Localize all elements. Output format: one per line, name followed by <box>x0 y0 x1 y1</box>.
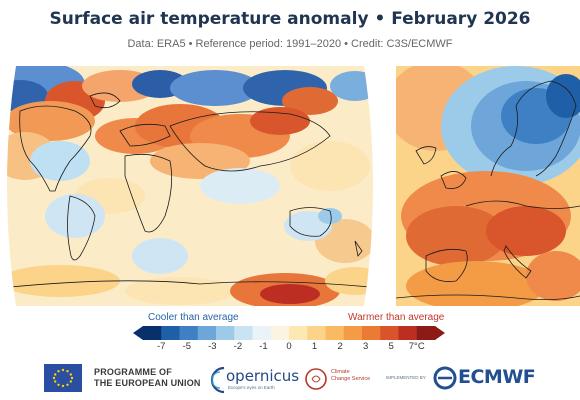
world-anomaly-map <box>7 66 373 306</box>
c3s-line-2: Change Service <box>331 376 371 382</box>
eu-line-2: THE EUROPEAN UNION <box>94 378 201 388</box>
colorbar-segment <box>270 326 290 340</box>
colorbar-segment <box>179 326 199 340</box>
ecmwf-logo-icon <box>433 366 457 390</box>
colorbar-segment <box>197 326 217 340</box>
page-subtitle: Data: ERA5 • Reference period: 1991–2020… <box>127 38 453 50</box>
maps-area <box>0 66 580 306</box>
eu-programme-label: PROGRAMME OF THE EUROPEAN UNION <box>94 367 201 389</box>
colorbar-segment <box>343 326 363 340</box>
copernicus-tagline: Europe's eyes on Earth <box>228 385 275 390</box>
implemented-by-label: IMPLEMENTED BY <box>386 375 426 380</box>
colorbar-segment <box>252 326 272 340</box>
colorbar-segment <box>380 326 399 340</box>
eu-flag-icon <box>44 364 82 392</box>
colorbar-segment <box>143 326 162 340</box>
legend-tick-label: 3 <box>362 341 369 352</box>
legend-warmer-label: Warmer than average <box>348 312 445 323</box>
footer-logos: PROGRAMME OF THE EUROPEAN UNION opernicu… <box>0 360 580 400</box>
page-title: Surface air temperature anomaly • Februa… <box>49 9 531 29</box>
colorbar-segment <box>216 326 235 340</box>
colorbar-segment <box>325 326 345 340</box>
legend-tick-label: -1 <box>259 341 268 352</box>
color-legend: Cooler than average Warmer than average … <box>0 312 580 362</box>
c3s-line-1: Climate <box>331 369 350 375</box>
eu-line-1: PROGRAMME OF <box>94 367 172 377</box>
colorbar-segment <box>416 326 436 340</box>
colorbar-segment <box>234 326 253 340</box>
legend-tick-label: -5 <box>182 341 192 352</box>
europe-anomaly-map <box>396 66 580 306</box>
legend-tick-label: -3 <box>208 341 217 352</box>
colorbar-min-arrow <box>133 326 143 340</box>
legend-cooler-label: Cooler than average <box>148 312 239 323</box>
copernicus-name: opernicus <box>226 367 300 385</box>
copernicus-logo-icon <box>210 366 225 394</box>
c3s-logo-icon <box>305 368 327 390</box>
legend-tick-label: 0 <box>286 341 292 352</box>
colorbar-max-arrow <box>435 326 445 340</box>
legend-tick-label: 7°C <box>408 341 425 352</box>
colorbar-segment <box>289 326 308 340</box>
legend-tick-label: 2 <box>337 341 343 352</box>
colorbar-segment <box>161 326 180 340</box>
colorbar-segment <box>307 326 326 340</box>
legend-tick-label: -2 <box>233 341 243 352</box>
legend-tick-label: -7 <box>157 341 166 352</box>
colorbar-segment <box>398 326 418 340</box>
legend-tick-label: 5 <box>388 341 394 352</box>
legend-tick-label: 1 <box>311 341 318 352</box>
legend-colorbar <box>133 326 445 340</box>
ecmwf-name: ECMWF <box>458 366 536 388</box>
colorbar-segment <box>362 326 381 340</box>
c3s-label: Climate Change Service <box>331 369 370 383</box>
